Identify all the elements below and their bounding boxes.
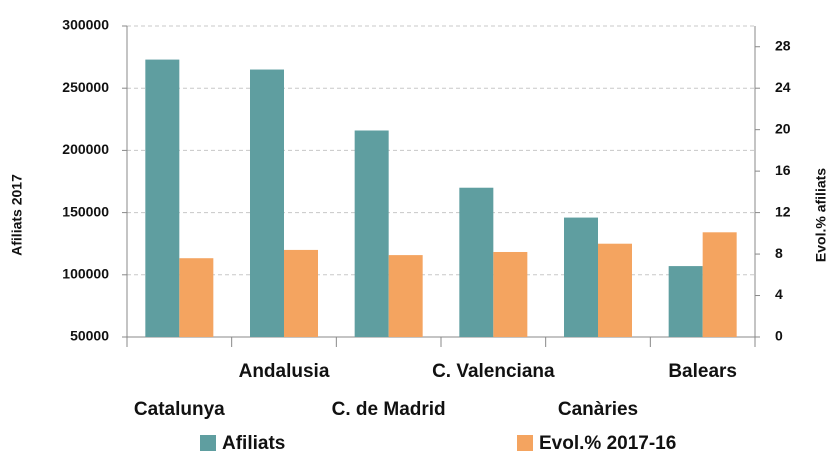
legend-label: Afiliats: [222, 433, 285, 454]
x-tick-label: C. de Madrid: [332, 399, 446, 420]
y-tick-label: 250000: [62, 79, 109, 95]
bar: [493, 251, 528, 337]
bar: [668, 266, 703, 337]
bar: [564, 217, 598, 337]
y-axis-label: Afiliats 2017: [9, 174, 25, 256]
legend-label: Evol.% 2017-16: [539, 433, 676, 454]
legend-swatch: [200, 435, 216, 451]
y2-axis-label: Evol.% afiliats: [813, 168, 829, 262]
x-tick-label: Catalunya: [134, 399, 225, 420]
x-tick-label: C. Valenciana: [432, 361, 555, 382]
y2-tick-label: 20: [775, 120, 791, 136]
y2-tick-label: 28: [775, 37, 791, 53]
bar: [284, 249, 318, 337]
y-tick-label: 100000: [62, 266, 109, 282]
bar: [145, 59, 180, 337]
y-tick-label: 300000: [62, 17, 109, 33]
y-tick-label: 150000: [62, 203, 109, 219]
y2-tick-label: 12: [775, 203, 791, 219]
y2-tick-label: 16: [775, 162, 791, 178]
bar: [354, 130, 389, 337]
bar: [459, 187, 494, 337]
y2-tick-label: 4: [775, 286, 783, 302]
y-tick-label: 50000: [70, 328, 109, 344]
y2-tick-label: 8: [775, 245, 783, 261]
bar: [179, 258, 214, 337]
y-tick-label: 200000: [62, 141, 109, 157]
bar: [388, 255, 423, 337]
legend-swatch: [517, 435, 533, 451]
y2-tick-label: 24: [775, 79, 791, 95]
bar: [250, 69, 284, 337]
y2-tick-label: 0: [775, 328, 783, 344]
bar: [702, 232, 737, 337]
x-tick-label: Balears: [668, 361, 737, 382]
bar: [598, 243, 632, 337]
x-tick-label: Canàries: [558, 399, 638, 420]
x-tick-label: Andalusia: [239, 361, 330, 382]
